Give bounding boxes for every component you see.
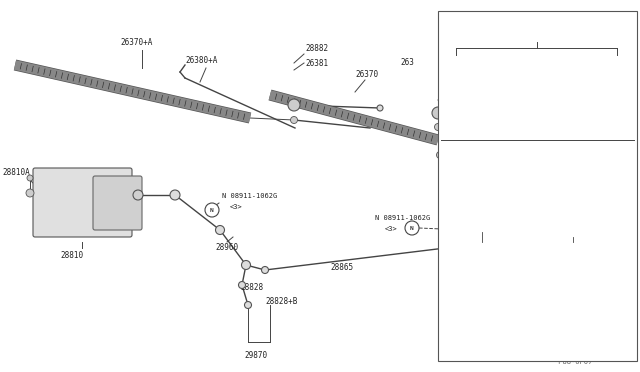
Circle shape	[466, 231, 474, 239]
Circle shape	[244, 301, 252, 308]
Text: 28882: 28882	[305, 44, 328, 52]
Text: 263: 263	[400, 58, 414, 67]
Text: <3>: <3>	[385, 226, 397, 232]
Circle shape	[454, 201, 463, 209]
Circle shape	[133, 190, 143, 200]
Text: (ASSIST): (ASSIST)	[444, 183, 477, 189]
Circle shape	[27, 175, 33, 181]
Circle shape	[170, 190, 180, 200]
Text: 28882: 28882	[447, 71, 470, 80]
Text: (DRIVER): (DRIVER)	[543, 183, 577, 189]
Circle shape	[465, 241, 474, 250]
Circle shape	[291, 116, 298, 124]
Circle shape	[288, 99, 300, 111]
Text: (ASSIST): (ASSIST)	[444, 67, 477, 73]
Text: 28865: 28865	[330, 263, 353, 273]
Circle shape	[436, 151, 444, 158]
Circle shape	[239, 282, 246, 289]
Circle shape	[477, 262, 483, 268]
Text: 26373P: 26373P	[444, 57, 469, 63]
FancyBboxPatch shape	[33, 168, 132, 237]
Circle shape	[486, 292, 493, 298]
Circle shape	[405, 221, 419, 235]
Text: 28828+B: 28828+B	[265, 298, 298, 307]
Text: <3>: <3>	[230, 204, 243, 210]
Text: 26373: 26373	[529, 32, 552, 38]
Text: 26373P: 26373P	[444, 173, 469, 179]
Text: 29870: 29870	[244, 350, 267, 359]
Circle shape	[481, 314, 488, 321]
Circle shape	[432, 107, 444, 119]
Circle shape	[26, 189, 34, 197]
Text: N: N	[210, 208, 214, 212]
Circle shape	[216, 225, 225, 234]
Bar	[438, 11, 637, 361]
Text: 26380+A: 26380+A	[185, 55, 218, 64]
Circle shape	[241, 260, 250, 269]
Circle shape	[377, 105, 383, 111]
Text: N 08911-1062G: N 08911-1062G	[222, 193, 277, 199]
Text: 26370+A: 26370+A	[120, 38, 152, 46]
Circle shape	[435, 124, 442, 131]
Text: (DRIVER): (DRIVER)	[543, 67, 577, 73]
Text: 28960: 28960	[215, 244, 238, 253]
Text: [0395-0697]: [0395-0697]	[444, 11, 490, 17]
Text: REFILLS-WIPER BLADE: REFILLS-WIPER BLADE	[444, 21, 524, 27]
Text: 28828+A: 28828+A	[490, 321, 522, 330]
Text: REFILLS-WIPER BLADE: REFILLS-WIPER BLADE	[444, 159, 524, 165]
Text: 28810: 28810	[60, 250, 83, 260]
Text: 26381: 26381	[445, 86, 468, 94]
Text: ^P88*0P07: ^P88*0P07	[555, 359, 593, 365]
Circle shape	[262, 266, 269, 273]
Text: 26381: 26381	[305, 58, 328, 67]
Text: 28828: 28828	[240, 283, 263, 292]
Text: 28810A: 28810A	[2, 167, 29, 176]
Text: N 08911-1062G: N 08911-1062G	[375, 215, 430, 221]
Text: 26373M: 26373M	[543, 57, 568, 63]
Text: 28875: 28875	[558, 247, 581, 257]
Text: [0697-    ]: [0697- ]	[444, 149, 490, 155]
Circle shape	[477, 247, 483, 253]
Text: 26370: 26370	[355, 70, 378, 78]
Circle shape	[205, 203, 219, 217]
Circle shape	[466, 216, 474, 224]
Text: 26373M: 26373M	[543, 173, 568, 179]
Text: N: N	[410, 225, 414, 231]
FancyBboxPatch shape	[93, 176, 142, 230]
